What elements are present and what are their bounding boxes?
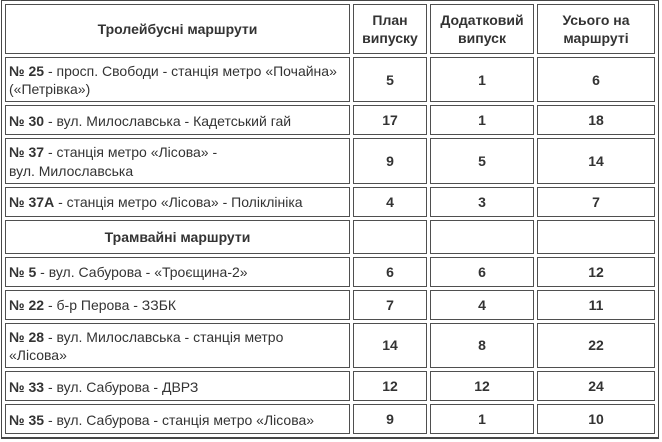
route-number: № 35 [9, 411, 45, 428]
total-cell: 6 [537, 57, 655, 103]
plan-cell: 9 [353, 404, 427, 435]
route-row: № 35 - вул. Сабурова - станція метро «Лі… [5, 404, 655, 435]
route-name-cell: № 22 - б-р Перова - ЗЗБК [5, 289, 350, 320]
route-name-cell: № 30 - вул. Милославська - Кадетський га… [5, 105, 350, 136]
route-description: - станція метро «Лісова» - вул. Милослав… [9, 144, 218, 179]
route-description: - вул. Милославська - Кадетський гай [44, 112, 292, 129]
col-header-plan: План випуску [353, 4, 427, 54]
plan-cell: 6 [353, 256, 427, 287]
total-cell: 11 [537, 289, 655, 320]
route-row: № 25 - просп. Свободи - станція метро «П… [5, 57, 655, 103]
extra-cell: 4 [430, 289, 534, 320]
route-name-cell: № 33 - вул. Сабурова - ДВРЗ [5, 371, 350, 402]
total-cell: 14 [537, 138, 655, 184]
extra-cell: 8 [430, 322, 534, 369]
col-header-total: Усього на маршруті [537, 4, 655, 54]
route-row: № 37А - станція метро «Лісова» - Поліклі… [5, 186, 655, 217]
route-name-cell: № 37А - станція метро «Лісова» - Поліклі… [5, 186, 350, 217]
route-number: № 28 [9, 328, 45, 345]
route-number: № 22 [9, 297, 45, 314]
plan-cell: 14 [353, 322, 427, 369]
route-description: - вул. Милославська - станція метро «Ліс… [9, 328, 284, 363]
route-row: № 28 - вул. Милославська - станція метро… [5, 322, 655, 369]
extra-cell: 1 [430, 57, 534, 103]
plan-cell: 7 [353, 289, 427, 320]
route-row: № 5 - вул. Сабурова - «Троєщина-2» 6 6 12 [5, 256, 655, 287]
plan-cell: 4 [353, 186, 427, 217]
route-description: - вул. Сабурова - «Троєщина-2» [36, 264, 248, 281]
route-row: № 30 - вул. Милославська - Кадетський га… [5, 105, 655, 136]
route-name-cell: № 25 - просп. Свободи - станція метро «П… [5, 57, 350, 103]
route-description: - б-р Перова - ЗЗБК [44, 297, 177, 314]
total-cell: 12 [537, 256, 655, 287]
section-label: Трамвайні маршрути [5, 219, 350, 254]
routes-table-body: № 25 - просп. Свободи - станція метро «П… [5, 57, 655, 435]
route-row: № 37 - станція метро «Лісова» - вул. Мил… [5, 138, 655, 184]
empty-cell [353, 219, 427, 254]
plan-cell: 12 [353, 371, 427, 402]
route-number: № 33 [9, 378, 45, 395]
route-name-cell: № 28 - вул. Милославська - станція метро… [5, 322, 350, 369]
col-header-trolleybus-routes: Тролейбусні маршрути [5, 4, 350, 54]
total-cell: 22 [537, 322, 655, 369]
route-description: - вул. Сабурова - ДВРЗ [44, 378, 199, 395]
table-header-row: Тролейбусні маршрути План випуску Додатк… [5, 4, 655, 54]
extra-cell: 1 [430, 105, 534, 136]
total-cell: 7 [537, 186, 655, 217]
total-cell: 18 [537, 105, 655, 136]
plan-cell: 9 [353, 138, 427, 184]
route-name-cell: № 37 - станція метро «Лісова» - вул. Мил… [5, 138, 350, 184]
route-number: № 37А [9, 194, 55, 211]
empty-cell [430, 219, 534, 254]
section-row: Трамвайні маршрути [5, 219, 655, 254]
route-number: № 30 [9, 112, 45, 129]
route-name-cell: № 35 - вул. Сабурова - станція метро «Лі… [5, 404, 350, 435]
route-description: - станція метро «Лісова» - Поліклініка [54, 194, 303, 211]
route-row: № 22 - б-р Перова - ЗЗБК 7 4 11 [5, 289, 655, 320]
plan-cell: 17 [353, 105, 427, 136]
total-cell: 24 [537, 371, 655, 402]
route-name-cell: № 5 - вул. Сабурова - «Троєщина-2» [5, 256, 350, 287]
extra-cell: 5 [430, 138, 534, 184]
route-number: № 5 [9, 264, 37, 281]
col-header-extra: Додатковий випуск [430, 4, 534, 54]
plan-cell: 5 [353, 57, 427, 103]
route-number: № 37 [9, 144, 45, 161]
extra-cell: 12 [430, 371, 534, 402]
extra-cell: 1 [430, 404, 534, 435]
extra-cell: 6 [430, 256, 534, 287]
total-cell: 10 [537, 404, 655, 435]
extra-cell: 3 [430, 186, 534, 217]
empty-cell [537, 219, 655, 254]
route-number: № 25 [9, 63, 45, 79]
route-description: - просп. Свободи - станція метро «Почайн… [9, 63, 337, 98]
route-description: - вул. Сабурова - станція метро «Лісова» [44, 411, 315, 428]
route-row: № 33 - вул. Сабурова - ДВРЗ 12 12 24 [5, 371, 655, 402]
